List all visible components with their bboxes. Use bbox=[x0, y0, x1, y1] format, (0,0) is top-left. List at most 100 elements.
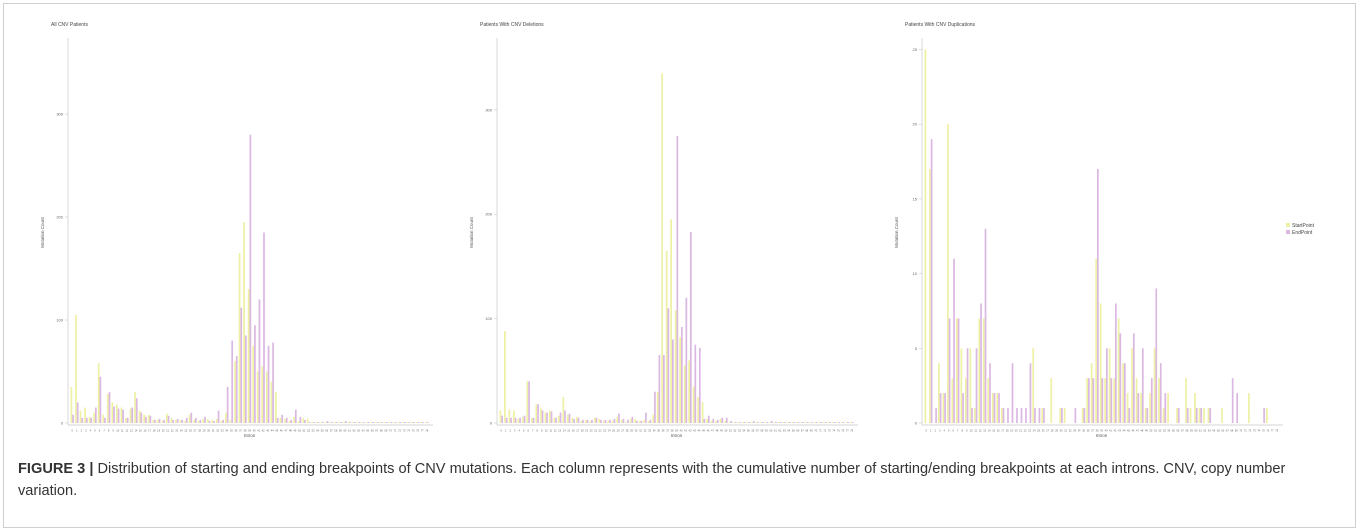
bar-startpoint-6 bbox=[97, 363, 100, 423]
bar-startpoint-25 bbox=[611, 420, 614, 423]
bar-endpoint-4 bbox=[90, 417, 93, 423]
x-tick-label: 11 bbox=[121, 429, 124, 433]
bar-startpoint-30 bbox=[1059, 408, 1062, 423]
legend-swatch bbox=[1286, 230, 1290, 234]
x-tick-label: 50 bbox=[1149, 429, 1152, 433]
bar-startpoint-59 bbox=[338, 421, 341, 423]
bar-startpoint-28 bbox=[1050, 378, 1053, 423]
bar-endpoint-66 bbox=[372, 421, 374, 423]
bar-endpoint-33 bbox=[649, 419, 652, 423]
bar-startpoint-43 bbox=[692, 386, 695, 423]
bar-endpoint-74 bbox=[408, 421, 411, 423]
bar-startpoint-23 bbox=[602, 420, 605, 423]
x-tick-label: 13 bbox=[130, 429, 133, 433]
bar-startpoint-38 bbox=[1095, 258, 1098, 423]
bar-endpoint-70 bbox=[390, 421, 393, 423]
bar-startpoint-10 bbox=[115, 404, 118, 423]
bar-startpoint-63 bbox=[1207, 408, 1210, 423]
x-tick-label: 14 bbox=[563, 429, 566, 433]
x-tick-label: 18 bbox=[1006, 429, 1009, 433]
bar-endpoint-3 bbox=[85, 417, 88, 423]
bar-startpoint-13 bbox=[557, 415, 560, 423]
bar-startpoint-53 bbox=[737, 421, 740, 423]
x-tick-label: 74 bbox=[407, 429, 410, 433]
bar-endpoint-50 bbox=[725, 417, 728, 423]
bar-startpoint-77 bbox=[420, 421, 423, 423]
bar-endpoint-0 bbox=[72, 414, 74, 423]
x-tick-label: 77 bbox=[421, 429, 424, 433]
bar-endpoint-11 bbox=[122, 409, 124, 423]
bar-startpoint-12 bbox=[978, 318, 981, 423]
bar-endpoint-75 bbox=[413, 421, 415, 423]
x-tick-label: 37 bbox=[1091, 429, 1094, 433]
x-tick-label: 7 bbox=[957, 429, 959, 433]
bar-startpoint-61 bbox=[1198, 408, 1201, 423]
y-tick-label: 0 bbox=[490, 421, 493, 426]
x-tick-label: 4 bbox=[518, 429, 520, 433]
x-tick-label: 45 bbox=[275, 429, 278, 433]
bar-endpoint-32 bbox=[645, 412, 647, 423]
x-tick-label: 60 bbox=[769, 429, 772, 433]
bar-endpoint-12 bbox=[126, 417, 129, 423]
y-tick-label: 5 bbox=[915, 346, 918, 351]
x-tick-label: 64 bbox=[1212, 429, 1215, 433]
bar-startpoint-29 bbox=[202, 418, 205, 423]
x-tick-label: 9 bbox=[541, 429, 543, 433]
bar-endpoint-51 bbox=[304, 419, 306, 423]
x-tick-label: 38 bbox=[1096, 429, 1099, 433]
bar-startpoint-72 bbox=[397, 421, 400, 423]
x-tick-label: 78 bbox=[425, 429, 428, 433]
x-tick-label: 43 bbox=[1118, 429, 1121, 433]
legend-swatch bbox=[1286, 223, 1290, 227]
x-tick-label: 42 bbox=[689, 429, 692, 433]
bar-startpoint-32 bbox=[215, 418, 218, 423]
bar-startpoint-50 bbox=[1149, 393, 1151, 423]
bar-endpoint-16 bbox=[573, 418, 575, 423]
x-tick-label: 78 bbox=[850, 429, 853, 433]
x-tick-label: 40 bbox=[1105, 429, 1108, 433]
x-tick-label: 26 bbox=[189, 429, 192, 433]
x-tick-label: 69 bbox=[810, 429, 813, 433]
x-tick-label: 62 bbox=[778, 429, 781, 433]
bar-endpoint-52 bbox=[734, 421, 737, 423]
bar-endpoint-49 bbox=[721, 417, 724, 423]
x-tick-label: 64 bbox=[787, 429, 790, 433]
bar-startpoint-76 bbox=[415, 421, 418, 423]
x-tick-label: 33 bbox=[221, 429, 224, 433]
x-tick-label: 33 bbox=[1073, 429, 1076, 433]
x-tick-label: 63 bbox=[357, 429, 360, 433]
bar-endpoint-47 bbox=[712, 418, 715, 423]
bar-endpoint-38 bbox=[1097, 169, 1099, 423]
x-tick-label: 40 bbox=[253, 429, 256, 433]
bar-startpoint-74 bbox=[406, 421, 409, 423]
bar-startpoint-7 bbox=[530, 417, 533, 423]
bar-endpoint-21 bbox=[167, 415, 170, 423]
bar-startpoint-4 bbox=[517, 418, 520, 423]
bar-startpoint-52 bbox=[306, 418, 309, 423]
x-tick-label: 35 bbox=[230, 429, 233, 433]
bar-endpoint-7 bbox=[532, 417, 535, 423]
bar-endpoint-71 bbox=[820, 421, 823, 423]
bar-endpoint-24 bbox=[181, 419, 184, 423]
x-tick-label: 46 bbox=[707, 429, 710, 433]
x-tick-label: 59 bbox=[1190, 429, 1193, 433]
chart-title: Patients With CNV Duplications bbox=[905, 22, 976, 28]
bar-startpoint-43 bbox=[265, 371, 268, 423]
bar-endpoint-40 bbox=[1105, 348, 1108, 423]
x-tick-label: 58 bbox=[760, 429, 763, 433]
x-tick-label: 33 bbox=[648, 429, 651, 433]
bar-startpoint-41 bbox=[683, 365, 686, 423]
y-tick-label: 0 bbox=[915, 421, 918, 426]
x-tick-label: 7 bbox=[103, 429, 105, 433]
bar-startpoint-26 bbox=[188, 414, 191, 423]
x-tick-label: 65 bbox=[366, 429, 369, 433]
bar-startpoint-6 bbox=[526, 381, 529, 423]
x-tick-label: 14 bbox=[988, 429, 991, 433]
bar-endpoint-44 bbox=[698, 347, 701, 423]
bar-endpoint-6 bbox=[953, 258, 955, 423]
bar-endpoint-27 bbox=[194, 417, 197, 423]
x-tick-label: 25 bbox=[184, 429, 187, 433]
x-tick-label: 48 bbox=[289, 429, 292, 433]
bar-endpoint-13 bbox=[559, 412, 562, 423]
x-tick-label: 55 bbox=[1172, 429, 1175, 433]
